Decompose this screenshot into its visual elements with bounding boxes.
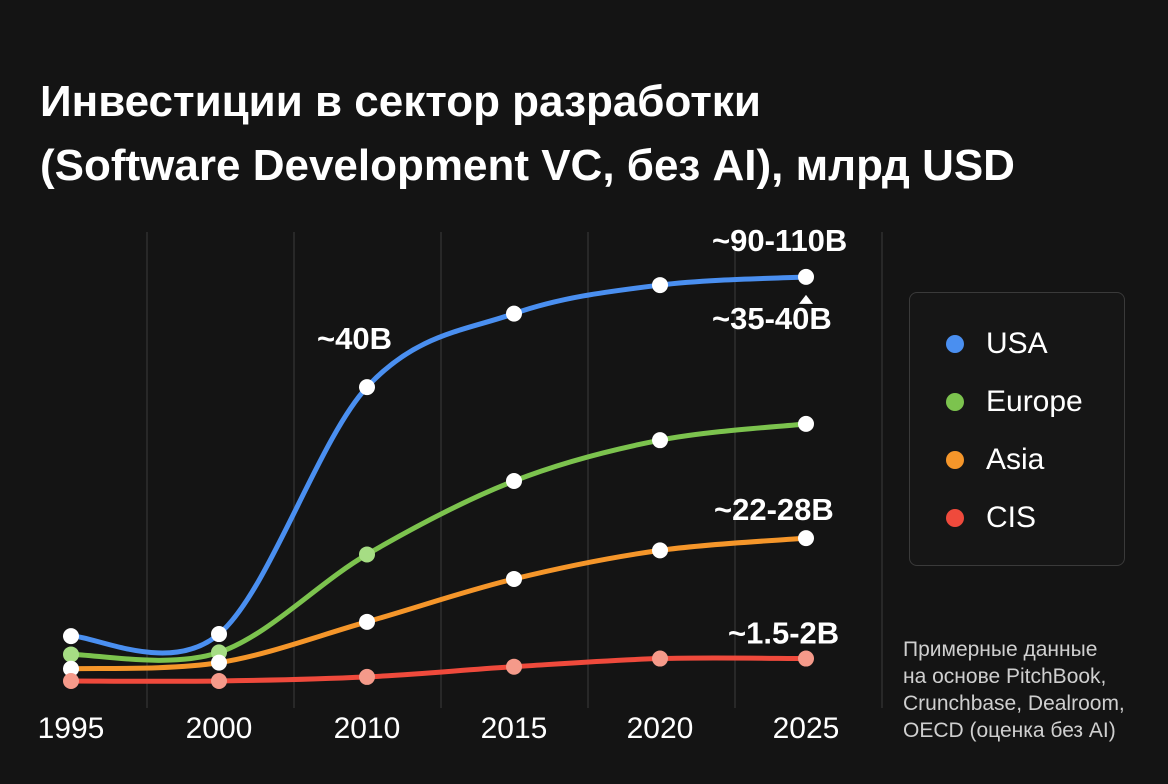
data-point-usa-2015 xyxy=(506,305,522,322)
chart-grid xyxy=(146,232,883,708)
data-point-cis-2020 xyxy=(652,650,668,667)
pointer-marker-icon xyxy=(799,294,813,304)
legend-item-cis: CIS xyxy=(946,489,1124,547)
legend-label-usa: USA xyxy=(986,327,1048,360)
data-point-cis-1995 xyxy=(63,673,79,689)
data-point-europe-2010 xyxy=(359,546,375,563)
legend-swatch-cis xyxy=(946,509,964,527)
data-point-asia-2025 xyxy=(798,530,814,547)
source-note: Примерные данные на основе PitchBook, Cr… xyxy=(903,636,1125,744)
series-line-cis xyxy=(68,655,809,684)
legend-label-europe: Europe xyxy=(986,385,1083,418)
data-point-cis-2010 xyxy=(359,668,375,685)
annotation-4: ~1.5-2B xyxy=(728,616,839,651)
data-point-usa-2000 xyxy=(211,626,227,643)
annotation-0: ~40B xyxy=(317,321,392,356)
data-point-asia-2010 xyxy=(359,613,375,630)
x-tick-label-1995: 1995 xyxy=(38,712,105,745)
x-tick-label-2000: 2000 xyxy=(186,712,253,745)
data-point-cis-2025 xyxy=(798,650,814,667)
series-line-usa xyxy=(68,274,809,656)
data-point-usa-1995 xyxy=(63,628,79,645)
x-tick-label-2025: 2025 xyxy=(773,712,840,745)
chart-title-line-1: Инвестиции в сектор разработки xyxy=(40,77,761,126)
data-point-asia-2000 xyxy=(211,654,227,671)
legend-swatch-usa xyxy=(946,335,964,353)
chart-axis: 1995 2000 2010 2015 2020 2025 xyxy=(38,712,840,745)
annotations: ~40B ~90-110B ~35-40B ~22-28B ~1.5-2B xyxy=(317,223,847,651)
data-point-usa-2025 xyxy=(798,268,814,285)
data-point-cis-2015 xyxy=(506,658,522,675)
data-point-cis-2000 xyxy=(211,673,227,689)
x-tick-label-2015: 2015 xyxy=(481,712,548,745)
data-point-usa-2010 xyxy=(359,379,375,396)
annotation-1: ~90-110B xyxy=(712,223,847,258)
chart-title: Инвестиции в сектор разработки (Software… xyxy=(40,70,1140,198)
annotation-3: ~22-28B xyxy=(714,492,834,527)
legend-item-usa: USA xyxy=(946,315,1124,373)
annotation-2: ~35-40B xyxy=(712,301,832,336)
legend-item-asia: Asia xyxy=(946,431,1124,489)
legend-label-asia: Asia xyxy=(986,443,1045,476)
source-note-line-2: на основе PitchBook, xyxy=(903,665,1107,688)
data-point-asia-2015 xyxy=(506,570,522,587)
series-line-europe xyxy=(68,421,809,663)
series-points xyxy=(63,268,814,689)
data-point-asia-2020 xyxy=(652,542,668,559)
data-point-europe-2025 xyxy=(798,415,814,432)
source-note-line-4: OECD (оценка без AI) xyxy=(903,719,1116,742)
data-point-usa-2020 xyxy=(652,277,668,294)
x-tick-label-2020: 2020 xyxy=(627,712,694,745)
legend-item-europe: Europe xyxy=(946,373,1124,431)
chart-title-line-2: (Software Development VC, без AI), млрд … xyxy=(40,141,1015,190)
legend-label-cis: CIS xyxy=(986,501,1037,534)
legend-swatch-asia xyxy=(946,451,964,469)
data-point-europe-2020 xyxy=(652,432,668,449)
source-note-line-3: Crunchbase, Dealroom, xyxy=(903,692,1125,715)
series-lines xyxy=(68,274,809,684)
source-note-line-1: Примерные данные xyxy=(903,638,1098,661)
x-tick-label-2010: 2010 xyxy=(334,712,401,745)
data-point-europe-1995 xyxy=(63,646,79,663)
legend: USA Europe Asia CIS xyxy=(909,292,1125,566)
data-point-europe-2015 xyxy=(506,472,522,489)
data-point-asia-1995 xyxy=(63,660,79,677)
legend-swatch-europe xyxy=(946,393,964,411)
series-line-asia xyxy=(68,535,809,672)
